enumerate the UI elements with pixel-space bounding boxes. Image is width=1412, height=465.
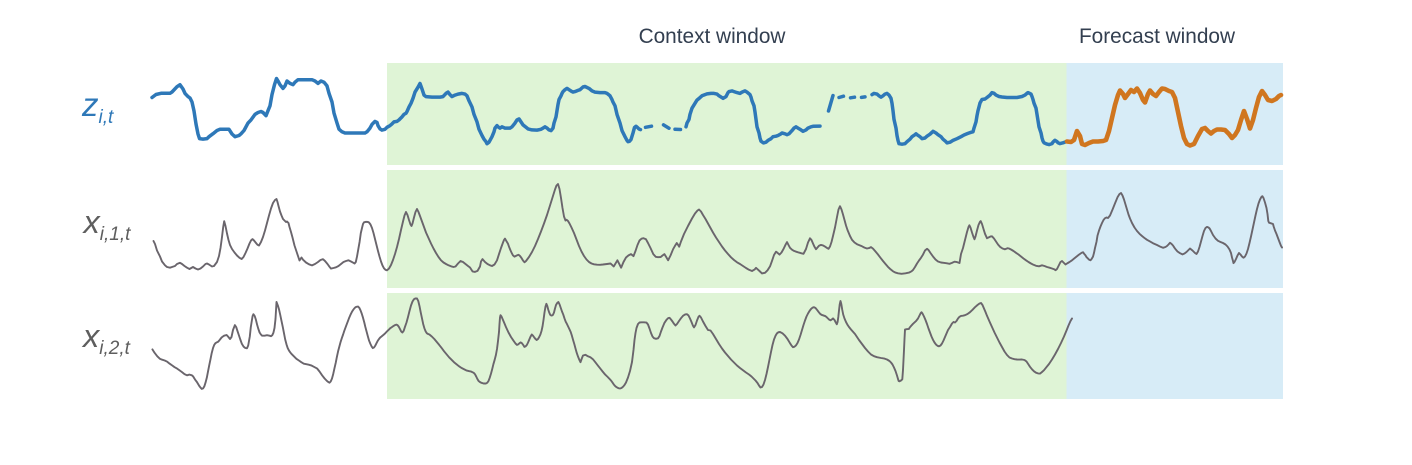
svg-text:xi,1,t: xi,1,t (82, 204, 132, 245)
svg-text:xi,2,t: xi,2,t (81, 318, 131, 359)
svg-text:zi,t: zi,t (81, 86, 114, 128)
svg-text:Forecast window: Forecast window (1079, 25, 1236, 48)
svg-text:Context window: Context window (639, 25, 787, 48)
